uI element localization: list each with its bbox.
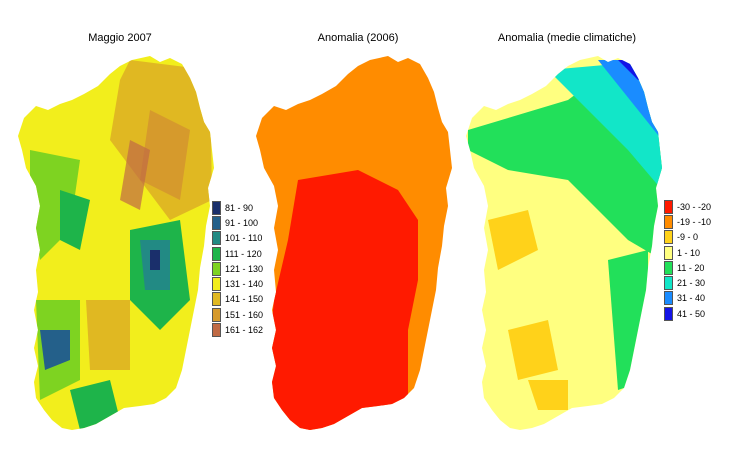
- legend-label: 81 - 90: [225, 202, 254, 213]
- legend-maggio-2007: 81 - 90 91 - 100 101 - 110 111 - 120 121…: [212, 200, 263, 338]
- map-title-anomalia-2006: Anomalia (2006): [317, 32, 399, 44]
- legend-item: 111 - 120: [212, 246, 263, 261]
- legend-label: 11 - 20: [677, 262, 705, 273]
- legend-item: 101 - 110: [212, 231, 263, 246]
- legend-label: 21 - 30: [677, 278, 706, 289]
- map-title-maggio: Maggio 2007: [88, 32, 152, 44]
- map-maggio-2007: [18, 56, 214, 430]
- legend-item: 81 - 90: [212, 200, 263, 215]
- legend-label: 141 - 150: [225, 294, 264, 305]
- legend-label: 41 - 50: [677, 308, 706, 319]
- legend-label: -30 - -20: [677, 201, 712, 212]
- legend-swatch: [664, 230, 673, 245]
- legend-anomalia-clima: -30 - -20 -19 - -10 -9 - 0 1 - 10 11 - 2…: [664, 199, 711, 321]
- legend-swatch: [664, 260, 673, 275]
- legend-item: 21 - 30: [664, 275, 711, 291]
- legend-label: 151 - 160: [225, 309, 264, 320]
- legend-item: 31 - 40: [664, 291, 711, 306]
- legend-swatch: [664, 306, 673, 321]
- legend-item: 141 - 150: [212, 292, 263, 307]
- legend-swatch: [664, 199, 673, 214]
- legend-swatch: [664, 276, 673, 291]
- legend-label: 1 - 10: [677, 247, 701, 258]
- legend-item: -19 - -10: [664, 214, 711, 229]
- map-title-anomalia-clima: Anomalia (medie climatiche): [497, 32, 637, 44]
- legend-item: -9 - 0: [664, 230, 711, 245]
- legend-item: -30 - -20: [664, 199, 711, 214]
- legend-item: 1 - 10: [664, 245, 711, 260]
- legend-item: 11 - 20: [664, 260, 711, 275]
- legend-label: 101 - 110: [225, 233, 263, 244]
- legend-swatch: [212, 246, 221, 261]
- legend-swatch: [212, 261, 221, 276]
- map-anomalia-clima: [466, 56, 662, 430]
- legend-item: 151 - 160: [212, 307, 263, 322]
- legend-swatch: [212, 231, 221, 246]
- legend-label: 121 - 130: [225, 263, 264, 274]
- legend-label: 111 - 120: [225, 248, 262, 259]
- legend-label: 91 - 100: [225, 217, 259, 228]
- legend-label: 131 - 140: [225, 279, 264, 290]
- legend-label: -9 - 0: [677, 232, 699, 243]
- legend-label: 31 - 40: [677, 293, 706, 304]
- legend-swatch: [212, 200, 221, 215]
- legend-item: 91 - 100: [212, 215, 263, 230]
- legend-item: 131 - 140: [212, 276, 264, 292]
- legend-label: -19 - -10: [677, 216, 712, 227]
- legend-label: 161 - 162: [225, 325, 264, 336]
- legend-swatch: [664, 214, 673, 229]
- legend-item: 161 - 162: [212, 322, 264, 338]
- legend-swatch: [212, 323, 221, 338]
- legend-swatch: [212, 215, 221, 230]
- map-anomalia-2006: [256, 56, 452, 430]
- legend-swatch: [212, 307, 221, 322]
- legend-item: 41 - 50: [664, 306, 711, 321]
- legend-swatch: [212, 292, 221, 307]
- legend-item: 121 - 130: [212, 261, 263, 276]
- legend-swatch: [212, 277, 221, 292]
- legend-swatch: [664, 291, 673, 306]
- legend-swatch: [664, 245, 673, 260]
